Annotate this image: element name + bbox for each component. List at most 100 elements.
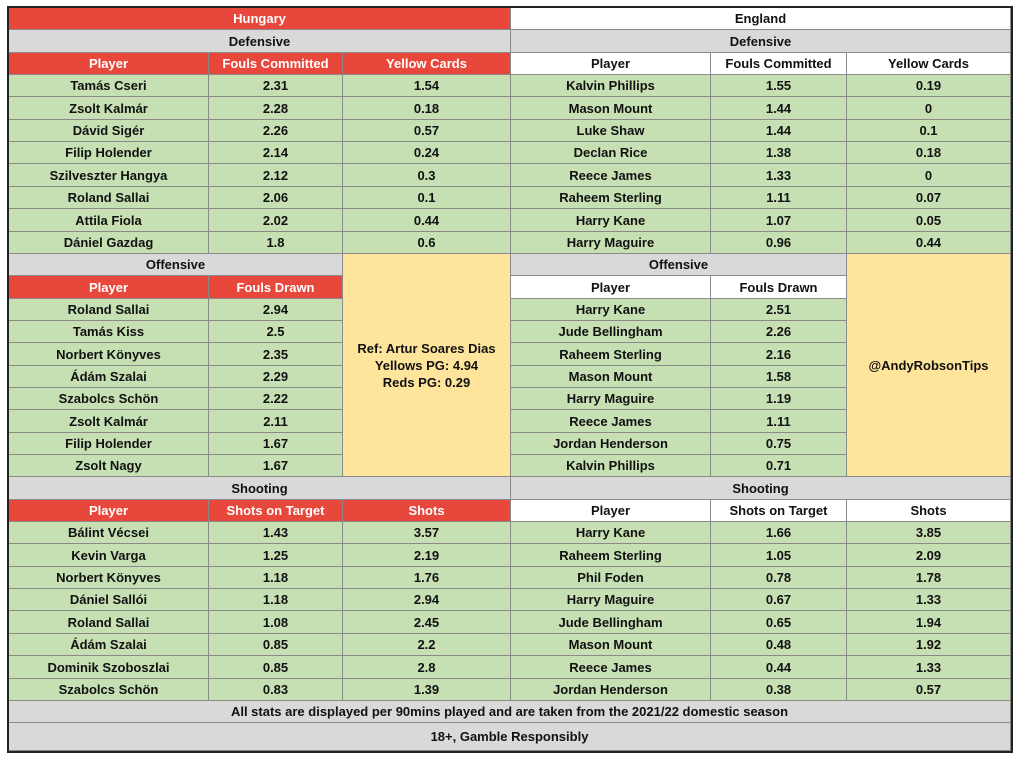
hungary-shooting-cell: Szabolcs Schön <box>9 679 209 701</box>
england-offensive-cell: Harry Maguire <box>511 388 711 410</box>
england-team-title: England <box>511 8 1011 30</box>
england-shooting-cell: 0.38 <box>711 679 847 701</box>
england-defensive-cell: 0.1 <box>847 120 1011 142</box>
england-shooting-cell: 1.33 <box>847 589 1011 611</box>
hungary-shooting-cell: Roland Sallai <box>9 611 209 634</box>
hungary-offensive-cell: 2.29 <box>209 366 343 388</box>
england-defensive-cell: 0.05 <box>847 209 1011 232</box>
hungary-defensive-cell: 0.3 <box>343 164 511 187</box>
england-defensive-cell: 0 <box>847 97 1011 120</box>
hungary-defensive-cell: 2.26 <box>209 120 343 142</box>
england-shooting-cell: 3.85 <box>847 522 1011 544</box>
hungary-defensive-cell: 0.24 <box>343 142 511 164</box>
hungary-defensive-cell: Filip Holender <box>9 142 209 164</box>
hungary-defensive-cell: 0.1 <box>343 187 511 209</box>
hungary-shooting-header: Player <box>9 500 209 522</box>
england-offensive-cell: 0.71 <box>711 455 847 477</box>
england-defensive-cell: Kalvin Phillips <box>511 75 711 97</box>
england-defensive-cell: 0.96 <box>711 232 847 254</box>
england-offensive-cell: 2.16 <box>711 343 847 366</box>
england-defensive-cell: Mason Mount <box>511 97 711 120</box>
footer-note: All stats are displayed per 90mins playe… <box>9 701 1011 723</box>
referee-info-box: Ref: Artur Soares Dias Yellows PG: 4.94 Re… <box>343 254 511 477</box>
england-offensive-cell: Harry Kane <box>511 299 711 321</box>
england-defensive-title: Defensive <box>511 30 1011 53</box>
hungary-defensive-cell: 2.31 <box>209 75 343 97</box>
england-offensive-cell: Mason Mount <box>511 366 711 388</box>
hungary-shooting-cell: Norbert Könyves <box>9 567 209 589</box>
england-defensive-cell: Harry Maguire <box>511 232 711 254</box>
england-defensive-cell: 1.55 <box>711 75 847 97</box>
hungary-shooting-cell: 3.57 <box>343 522 511 544</box>
hungary-offensive-cell: Zsolt Kalmár <box>9 410 209 433</box>
hungary-defensive-cell: Zsolt Kalmár <box>9 97 209 120</box>
hungary-shooting-header: Shots <box>343 500 511 522</box>
hungary-offensive-cell: Ádám Szalai <box>9 366 209 388</box>
footer-disclaimer: 18+, Gamble Responsibly <box>9 723 1011 751</box>
england-shooting-cell: 0.78 <box>711 567 847 589</box>
hungary-defensive-header: Fouls Committed <box>209 53 343 75</box>
england-shooting-header: Player <box>511 500 711 522</box>
england-shooting-cell: Phil Foden <box>511 567 711 589</box>
england-defensive-cell: 1.07 <box>711 209 847 232</box>
hungary-defensive-title: Defensive <box>9 30 511 53</box>
hungary-defensive-cell: 0.18 <box>343 97 511 120</box>
england-offensive-cell: 2.51 <box>711 299 847 321</box>
england-offensive-header: Fouls Drawn <box>711 276 847 299</box>
england-offensive-cell: Raheem Sterling <box>511 343 711 366</box>
hungary-shooting-cell: 1.25 <box>209 544 343 567</box>
england-offensive-cell: 1.19 <box>711 388 847 410</box>
hungary-defensive-header: Yellow Cards <box>343 53 511 75</box>
england-shooting-cell: 1.94 <box>847 611 1011 634</box>
england-defensive-cell: 1.44 <box>711 97 847 120</box>
stats-sheet: Hungary Defensive Player Fouls Committed Yel… <box>7 6 1013 753</box>
england-offensive-cell: Reece James <box>511 410 711 433</box>
hungary-shooting-cell: Dániel Sallói <box>9 589 209 611</box>
hungary-shooting-cell: Kevin Varga <box>9 544 209 567</box>
hungary-defensive-cell: 0.44 <box>343 209 511 232</box>
england-defensive-cell: 0.19 <box>847 75 1011 97</box>
hungary-defensive-cell: 0.57 <box>343 120 511 142</box>
hungary-offensive-header: Player <box>9 276 209 299</box>
hungary-shooting-cell: 1.18 <box>209 567 343 589</box>
england-shooting-cell: 0.65 <box>711 611 847 634</box>
england-shooting-title: Shooting <box>511 477 1011 500</box>
hungary-defensive-cell: 2.14 <box>209 142 343 164</box>
england-shooting-cell: 1.33 <box>847 656 1011 679</box>
hungary-shooting-cell: Ádám Szalai <box>9 634 209 656</box>
hungary-offensive-cell: Zsolt Nagy <box>9 455 209 477</box>
england-defensive-cell: Luke Shaw <box>511 120 711 142</box>
hungary-shooting-cell: 0.83 <box>209 679 343 701</box>
england-offensive-cell: Kalvin Phillips <box>511 455 711 477</box>
hungary-shooting-header: Shots on Target <box>209 500 343 522</box>
hungary-defensive-cell: 2.12 <box>209 164 343 187</box>
hungary-defensive-cell: Attila Fiola <box>9 209 209 232</box>
england-shooting-cell: 0.67 <box>711 589 847 611</box>
hungary-shooting-cell: 2.94 <box>343 589 511 611</box>
hungary-shooting-cell: 2.2 <box>343 634 511 656</box>
england-defensive-cell: 1.38 <box>711 142 847 164</box>
hungary-offensive-cell: Roland Sallai <box>9 299 209 321</box>
england-shooting-cell: 0.44 <box>711 656 847 679</box>
england-offensive-cell: Jordan Henderson <box>511 433 711 455</box>
hungary-shooting-cell: 0.85 <box>209 634 343 656</box>
england-offensive-cell: 1.58 <box>711 366 847 388</box>
hungary-shooting-cell: 1.39 <box>343 679 511 701</box>
referee-line2: Yellows PG: 4.94 <box>374 357 479 373</box>
england-shooting-cell: 0.57 <box>847 679 1011 701</box>
england-offensive-cell: 1.11 <box>711 410 847 433</box>
england-defensive-header: Yellow Cards <box>847 53 1011 75</box>
england-shooting-cell: Mason Mount <box>511 634 711 656</box>
hungary-shooting-title: Shooting <box>9 477 511 500</box>
hungary-offensive-cell: 1.67 <box>209 433 343 455</box>
england-shooting-cell: 0.48 <box>711 634 847 656</box>
hungary-offensive-cell: Norbert Könyves <box>9 343 209 366</box>
hungary-offensive-cell: 2.11 <box>209 410 343 433</box>
referee-line3: Reds PG: 0.29 <box>382 374 471 390</box>
hungary-defensive-cell: 1.54 <box>343 75 511 97</box>
hungary-defensive-cell: 2.06 <box>209 187 343 209</box>
hungary-team-title: Hungary <box>9 8 511 30</box>
hungary-offensive-cell: 1.67 <box>209 455 343 477</box>
england-offensive-cell: Jude Bellingham <box>511 321 711 343</box>
hungary-defensive-cell: 1.8 <box>209 232 343 254</box>
